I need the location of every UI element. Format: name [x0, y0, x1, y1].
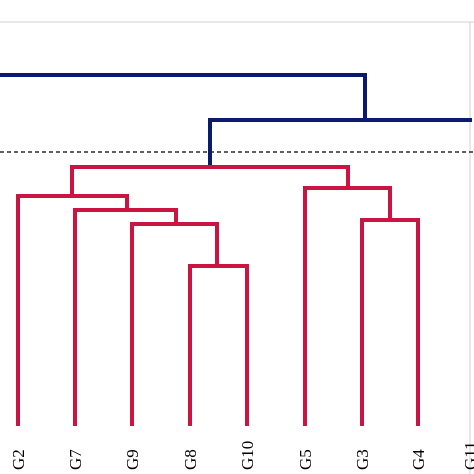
- link-g9-group: [130, 222, 219, 426]
- link-cluster-join: [70, 165, 350, 195]
- leaf-label-g9: G9: [123, 449, 142, 470]
- link-main-right: [208, 118, 472, 169]
- leaf-label-g5: G5: [296, 449, 315, 470]
- link-g3-g4: [360, 218, 420, 426]
- leaf-label-g2: G2: [9, 449, 28, 470]
- lower-links: [16, 165, 420, 426]
- leaf-labels: G2 G7 G9 G8 G10 G5 G3 G4 G11: [9, 441, 474, 470]
- leaf-label-g10: G10: [238, 441, 257, 470]
- link-g2-group: [16, 194, 129, 426]
- link-g5-group: [303, 186, 392, 426]
- leaf-label-g8: G8: [181, 449, 200, 470]
- leaf-label-g7: G7: [66, 449, 85, 470]
- leaf-label-g3: G3: [353, 449, 372, 470]
- leaf-label-g4: G4: [409, 449, 428, 470]
- leaf-label-g11: G11: [461, 441, 474, 470]
- link-g8-g10: [188, 264, 249, 426]
- link-root: [0, 73, 367, 122]
- link-g7-group: [73, 208, 178, 426]
- upper-links: [0, 73, 472, 169]
